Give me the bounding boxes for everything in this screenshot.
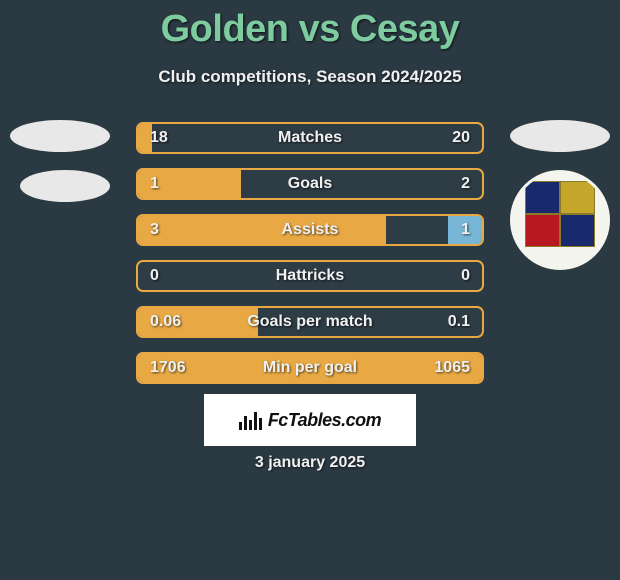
stat-label: Min per goal	[138, 354, 482, 382]
snapshot-date: 3 january 2025	[0, 454, 620, 472]
stat-label: Goals per match	[138, 308, 482, 336]
stat-label: Goals	[138, 170, 482, 198]
branding-text: FcTables.com	[268, 410, 381, 431]
bars-icon	[239, 410, 262, 430]
subtitle: Club competitions, Season 2024/2025	[0, 67, 620, 87]
stat-label: Matches	[138, 124, 482, 152]
branding-banner: FcTables.com	[204, 394, 416, 446]
stat-row: 31Assists	[136, 214, 484, 246]
page-title: Golden vs Cesay	[0, 0, 620, 51]
avatar-placeholder	[510, 120, 610, 152]
stat-label: Hattricks	[138, 262, 482, 290]
stat-label: Assists	[138, 216, 482, 244]
avatar-placeholder	[10, 120, 110, 152]
stats-comparison: 1820Matches 12Goals 31Assists 00Hattricks 0.…	[136, 122, 484, 384]
right-player-avatars	[510, 120, 610, 270]
stat-row: 0.060.1Goals per match	[136, 306, 484, 338]
stat-row: 17061065Min per goal	[136, 352, 484, 384]
stat-row: 1820Matches	[136, 122, 484, 154]
stat-row: 12Goals	[136, 168, 484, 200]
avatar-placeholder	[20, 170, 110, 202]
club-crest	[510, 170, 610, 270]
stat-row: 00Hattricks	[136, 260, 484, 292]
left-player-avatars	[10, 120, 110, 202]
